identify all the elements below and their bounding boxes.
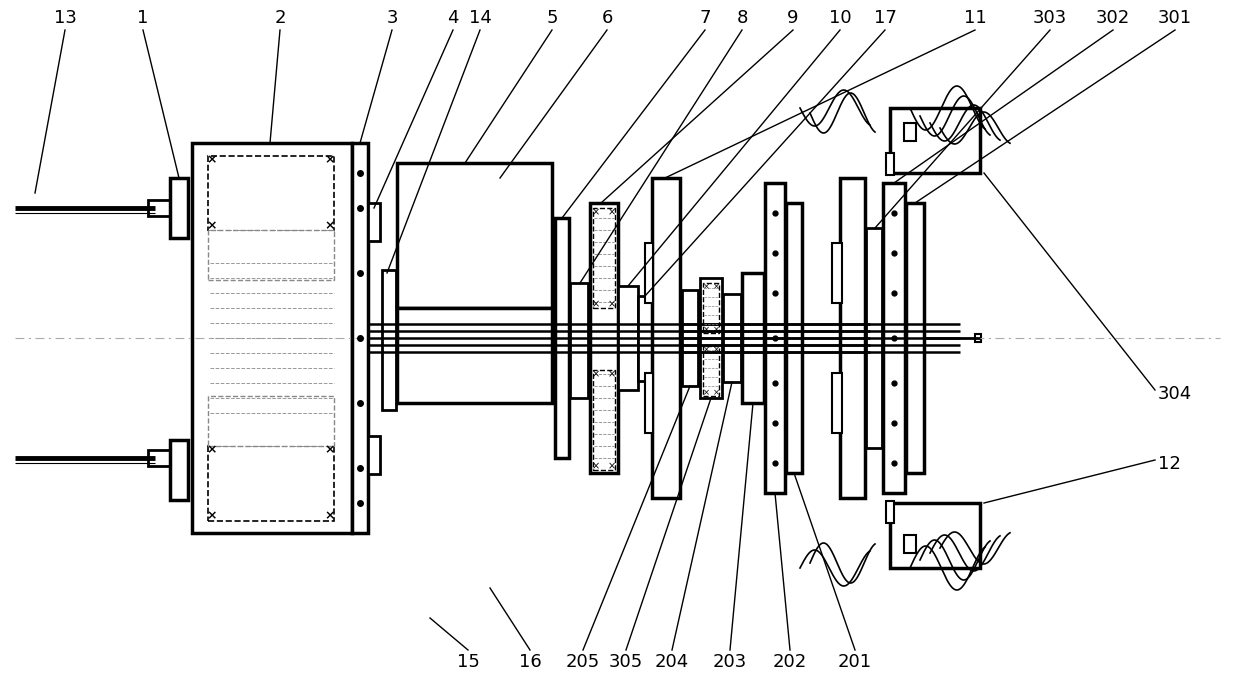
Text: ×: ×	[713, 389, 719, 397]
Text: 2: 2	[274, 9, 285, 27]
Text: 7: 7	[699, 9, 711, 27]
Bar	[703, 346, 719, 396]
Text: ×: ×	[207, 510, 217, 523]
Bar	[890, 503, 980, 568]
Text: 301: 301	[1158, 9, 1192, 27]
Text: 1: 1	[138, 9, 149, 27]
Bar	[975, 334, 981, 342]
Text: 13: 13	[53, 9, 77, 27]
Text: ×: ×	[703, 282, 709, 292]
Text: 12: 12	[1158, 455, 1180, 473]
Bar	[208, 446, 334, 521]
Text: 9: 9	[787, 9, 799, 27]
Bar	[590, 203, 618, 473]
Bar	[639, 296, 652, 381]
Bar	[170, 440, 188, 500]
Text: 4: 4	[448, 9, 459, 27]
Text: 14: 14	[469, 9, 491, 27]
Bar	[904, 535, 916, 553]
Bar	[645, 373, 653, 433]
Bar	[904, 123, 916, 141]
Text: 6: 6	[601, 9, 613, 27]
Text: ×: ×	[207, 154, 217, 167]
Text: ×: ×	[703, 389, 709, 397]
Text: ×: ×	[325, 510, 335, 523]
Text: 3: 3	[386, 9, 398, 27]
Bar	[208, 396, 334, 446]
Text: ×: ×	[591, 207, 600, 217]
Text: ×: ×	[591, 461, 600, 471]
Bar	[593, 370, 615, 470]
Bar	[382, 270, 396, 410]
Text: 15: 15	[456, 653, 480, 671]
Bar	[839, 178, 866, 498]
Text: ×: ×	[207, 443, 217, 456]
Bar	[618, 286, 639, 390]
Text: ×: ×	[703, 326, 709, 334]
Text: 205: 205	[565, 653, 600, 671]
Bar	[887, 501, 894, 523]
Bar	[593, 208, 615, 308]
Text: 305: 305	[609, 653, 644, 671]
Bar	[883, 183, 905, 493]
Bar	[701, 278, 722, 398]
Text: 202: 202	[773, 653, 807, 671]
Bar	[742, 273, 764, 403]
Text: 201: 201	[838, 653, 872, 671]
Text: 203: 203	[713, 653, 748, 671]
Bar	[352, 143, 368, 533]
Bar	[556, 218, 569, 458]
Text: ×: ×	[325, 154, 335, 167]
Bar	[832, 373, 842, 433]
Bar	[887, 153, 894, 175]
Bar	[890, 108, 980, 173]
Text: 16: 16	[518, 653, 542, 671]
Bar	[570, 283, 588, 398]
Text: ×: ×	[207, 219, 217, 232]
Bar	[645, 243, 653, 303]
Text: 303: 303	[1033, 9, 1068, 27]
Text: ×: ×	[608, 369, 616, 379]
Bar	[652, 178, 680, 498]
Bar	[786, 203, 802, 473]
Text: ×: ×	[325, 219, 335, 232]
Text: ×: ×	[608, 299, 616, 309]
Bar	[170, 178, 188, 238]
Text: ×: ×	[325, 443, 335, 456]
Bar	[397, 163, 552, 308]
Text: 10: 10	[828, 9, 852, 27]
Bar	[208, 156, 334, 231]
Text: 8: 8	[737, 9, 748, 27]
Text: 304: 304	[1158, 385, 1192, 403]
Text: ×: ×	[713, 282, 719, 292]
Bar	[368, 436, 379, 474]
Bar	[148, 450, 170, 466]
Text: ×: ×	[608, 461, 616, 471]
Text: ×: ×	[713, 326, 719, 334]
Text: 17: 17	[873, 9, 897, 27]
Text: 302: 302	[1096, 9, 1130, 27]
Text: 204: 204	[655, 653, 689, 671]
Bar	[723, 294, 742, 382]
Text: 5: 5	[547, 9, 558, 27]
Bar	[148, 200, 170, 216]
Bar	[906, 203, 924, 473]
Bar	[832, 243, 842, 303]
Text: ×: ×	[608, 207, 616, 217]
Bar	[397, 308, 552, 403]
Text: 11: 11	[963, 9, 986, 27]
Bar	[703, 283, 719, 333]
Bar	[192, 143, 352, 533]
Bar	[368, 203, 379, 241]
Text: ×: ×	[713, 345, 719, 355]
Text: ×: ×	[591, 299, 600, 309]
Text: ×: ×	[591, 369, 600, 379]
Bar	[866, 228, 882, 448]
Bar	[765, 183, 785, 493]
Bar	[682, 290, 698, 386]
Text: ×: ×	[703, 345, 709, 355]
Bar	[208, 230, 334, 280]
